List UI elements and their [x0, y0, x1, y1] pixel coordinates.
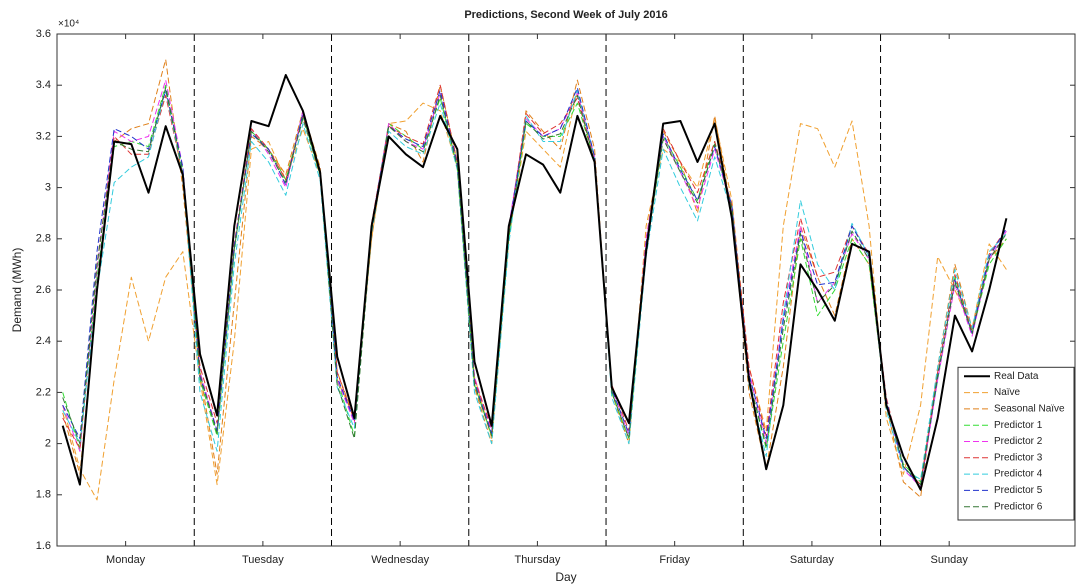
legend-label: Predictor 3 [994, 452, 1043, 463]
y-tick-label: 2 [45, 438, 51, 450]
x-tick-label: Tuesday [242, 554, 284, 566]
legend-label: Predictor 1 [994, 420, 1043, 431]
x-tick-label: Friday [659, 554, 690, 566]
y-tick-label: 1.8 [36, 489, 51, 501]
series-line [62, 87, 1007, 486]
legend-label: Seasonal Naïve [994, 404, 1065, 415]
series-line [62, 89, 1007, 501]
y-tick-label: 3.6 [36, 28, 51, 40]
y-tick-label: 3.2 [36, 130, 51, 142]
y-tick-label: 2.4 [36, 335, 51, 347]
x-tick-label: Thursday [514, 554, 560, 566]
legend-label: Predictor 4 [994, 469, 1043, 480]
x-tick-label: Saturday [790, 554, 835, 566]
x-tick-label: Wednesday [371, 554, 429, 566]
axes-box [56, 33, 1076, 547]
y-tick-label: 2.8 [36, 233, 51, 245]
x-tick-label: Sunday [931, 554, 969, 566]
series-line [62, 79, 1007, 488]
legend-label: Predictor 6 [994, 501, 1043, 512]
legend-label: Predictor 2 [994, 436, 1043, 447]
x-axis-label: Day [555, 570, 576, 584]
series-line [61, 74, 1008, 491]
y-tick-label: 3 [45, 182, 51, 194]
y-tick-label: 1.6 [36, 540, 51, 552]
chart-title: Predictions, Second Week of July 2016 [464, 9, 667, 21]
y-multiplier: ×10⁴ [58, 19, 79, 30]
y-tick-label: 2.2 [36, 386, 51, 398]
y-axis-label: Demand (MWh) [10, 248, 24, 333]
series-line [62, 87, 1007, 488]
series-line [62, 59, 1007, 498]
legend-label: Naïve [994, 387, 1021, 398]
legend-label: Predictor 5 [994, 485, 1043, 496]
legend-label: Real Data [994, 371, 1039, 382]
x-tick-label: Monday [106, 554, 146, 566]
y-tick-label: 2.6 [36, 284, 51, 296]
y-tick-label: 3.4 [36, 79, 51, 91]
